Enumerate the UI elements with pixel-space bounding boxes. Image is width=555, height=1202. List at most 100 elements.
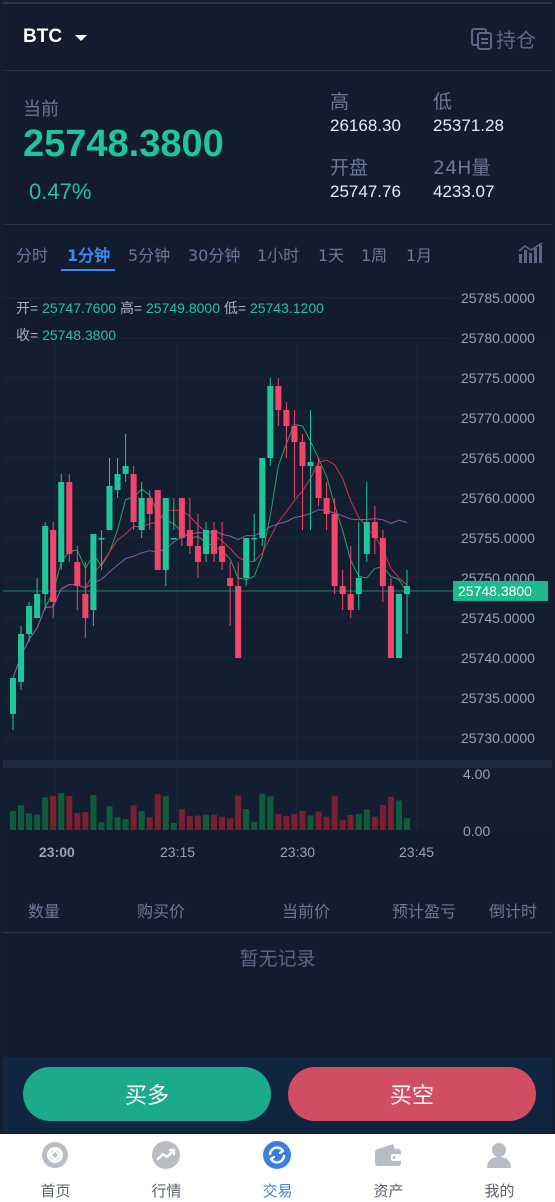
candle-body xyxy=(251,538,258,540)
candle-body xyxy=(26,606,33,634)
volume-bar xyxy=(130,805,137,830)
holdings-label: 持仓 xyxy=(496,28,536,52)
volume-bar xyxy=(331,795,338,830)
user-icon xyxy=(487,1143,511,1168)
nav-assets[interactable]: 资产 xyxy=(333,1134,444,1202)
volume-bar xyxy=(178,809,185,830)
candle-body xyxy=(130,474,137,522)
candle-body xyxy=(339,586,346,594)
tab-1week[interactable]: 1周 xyxy=(361,246,388,265)
tab-5min[interactable]: 5分钟 xyxy=(128,246,171,265)
nav-trade[interactable]: 交易 xyxy=(222,1134,333,1202)
volume-bar xyxy=(202,814,209,830)
candle-body xyxy=(66,482,73,554)
ohlc-close-label: 收= xyxy=(16,327,39,343)
candle-body xyxy=(267,386,274,458)
candle-body xyxy=(243,538,250,578)
ohlc-high-label: 高= xyxy=(119,300,143,316)
candle-body xyxy=(194,546,201,562)
col-buy-price: 购买价 xyxy=(137,902,186,921)
ohlc-high: 25749.8000 xyxy=(146,300,220,316)
price-tick-label: 25730.0000 xyxy=(461,730,535,746)
volume-bar xyxy=(323,816,330,830)
holdings-button[interactable]: 持仓 xyxy=(470,24,536,53)
candle-body xyxy=(122,466,129,474)
buy-long-button[interactable]: 买多 xyxy=(23,1067,271,1121)
volume-bar xyxy=(259,793,266,830)
low-label: 低 xyxy=(433,91,453,113)
wallet-icon xyxy=(375,1144,401,1166)
volume-bar xyxy=(106,806,113,830)
ticker-stats: 当前 25748.3800 0.47% 高 26168.30 低 25371.2… xyxy=(3,71,552,225)
ohlc-line-1: 开= 25747.7600 高= 25749.8000 低= 25743.120… xyxy=(16,298,324,318)
high-label: 高 xyxy=(330,91,350,113)
nav-home[interactable]: 首页 xyxy=(0,1134,111,1202)
volume-bar xyxy=(66,796,73,830)
volume-bar xyxy=(283,816,290,830)
volume-value: 4233.07 xyxy=(433,182,495,201)
tab-1hour[interactable]: 1小时 xyxy=(257,246,300,265)
volume-bar xyxy=(114,817,121,830)
candle-body xyxy=(98,538,105,540)
ma-line xyxy=(12,423,408,679)
volume-bar xyxy=(339,819,346,830)
top-bar: BTC 持仓 xyxy=(3,4,552,71)
volume-bar xyxy=(170,822,177,830)
time-tick-label: 23:45 xyxy=(399,844,434,860)
candle-body xyxy=(259,458,266,538)
trades-header: 数量 购买价 当前价 预计盈亏 倒计时 xyxy=(3,884,552,933)
candle-body xyxy=(379,538,386,586)
tab-1day[interactable]: 1天 xyxy=(318,246,345,265)
open-value: 25747.76 xyxy=(330,182,401,201)
volume-bar xyxy=(211,814,218,830)
volume-bar xyxy=(162,796,169,830)
candle-body xyxy=(395,594,402,658)
symbol-selector[interactable]: BTC xyxy=(23,26,63,47)
volume-bar xyxy=(315,811,322,830)
current-price: 25748.3800 xyxy=(23,123,224,165)
volume-bar xyxy=(219,816,226,830)
volume-bar xyxy=(122,819,129,830)
volume-bar xyxy=(34,814,41,830)
candle-body xyxy=(315,466,322,498)
ohlc-close: 25748.3800 xyxy=(42,327,117,343)
volume-bar xyxy=(307,815,314,830)
chevron-down-icon[interactable] xyxy=(75,35,87,41)
tab-1month[interactable]: 1月 xyxy=(406,246,433,265)
chart-type-icon[interactable] xyxy=(518,242,544,264)
candle-body xyxy=(42,526,49,594)
trend-icon xyxy=(152,1141,180,1169)
nav-assets-label: 资产 xyxy=(373,1182,404,1200)
open-label: 开盘 xyxy=(330,157,369,179)
candle-body xyxy=(331,514,338,586)
candle-body xyxy=(34,594,41,618)
nav-profile[interactable]: 我的 xyxy=(444,1134,555,1202)
candle-body xyxy=(58,482,65,562)
candle-body xyxy=(235,586,242,658)
candle-body xyxy=(323,498,330,514)
price-tick-label: 25735.0000 xyxy=(461,690,535,706)
volume-bar xyxy=(251,821,258,830)
candle-body xyxy=(114,474,121,490)
volume-bar xyxy=(82,812,89,830)
volume-bar xyxy=(42,797,49,830)
price-tick-label: 25765.0000 xyxy=(461,450,535,466)
volume-bar xyxy=(291,813,298,830)
time-tick-label: 23:15 xyxy=(160,844,195,860)
tab-30min[interactable]: 30分钟 xyxy=(188,246,241,265)
volume-bar xyxy=(363,809,370,830)
candle-body xyxy=(106,486,113,530)
volume-bar xyxy=(299,810,306,830)
volume-bar xyxy=(243,809,250,830)
nav-market[interactable]: 行情 xyxy=(111,1134,222,1202)
tab-1min[interactable]: 1分钟 xyxy=(67,246,111,265)
buy-short-button[interactable]: 买空 xyxy=(288,1067,536,1121)
tab-timeshare[interactable]: 分时 xyxy=(16,246,49,265)
low-value: 25371.28 xyxy=(433,116,504,135)
price-tick-label: 25770.0000 xyxy=(461,410,535,426)
candle-body xyxy=(162,498,169,570)
ohlc-low: 25743.1200 xyxy=(249,300,324,316)
kline-chart[interactable]: 25785.0000 25780.0000 25775.0000 25770.0000… xyxy=(3,274,552,878)
price-tick-label: 25745.0000 xyxy=(461,610,535,626)
